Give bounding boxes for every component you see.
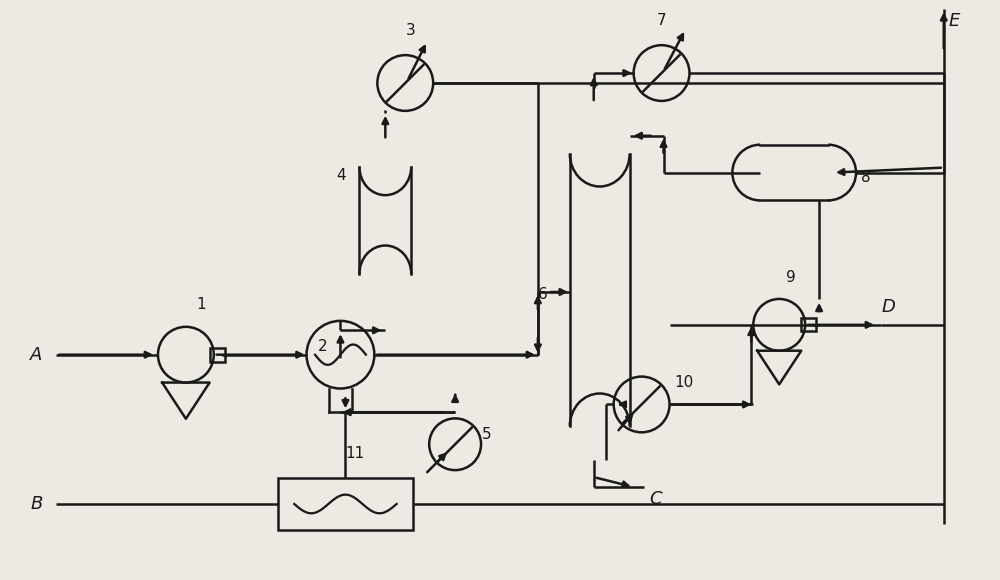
Text: B: B <box>30 495 42 513</box>
Text: 7: 7 <box>657 13 666 28</box>
Text: 1: 1 <box>196 298 206 313</box>
Bar <box>801 318 816 331</box>
Text: 11: 11 <box>346 445 365 461</box>
Text: D: D <box>882 298 896 316</box>
Text: 6: 6 <box>538 288 548 303</box>
Text: 3: 3 <box>405 23 415 38</box>
Text: E: E <box>948 12 959 30</box>
Bar <box>210 348 225 362</box>
Text: A: A <box>30 346 42 364</box>
Text: 9: 9 <box>786 270 796 285</box>
Text: 5: 5 <box>482 427 492 442</box>
Text: 10: 10 <box>674 375 693 390</box>
Text: 8: 8 <box>861 170 871 185</box>
Text: 4: 4 <box>336 168 346 183</box>
Text: C: C <box>649 490 662 508</box>
Text: 2: 2 <box>318 339 327 354</box>
Bar <box>278 478 413 530</box>
